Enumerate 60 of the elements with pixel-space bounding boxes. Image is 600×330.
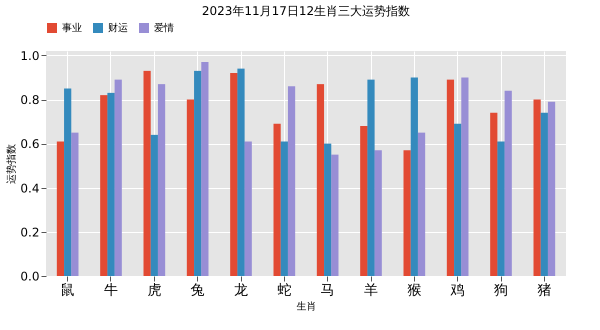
bar [534,100,541,276]
bar [288,86,296,276]
bar [360,126,368,276]
bar [461,77,468,276]
bar [144,70,151,276]
bar [107,92,115,276]
bar [446,80,454,276]
bar [367,80,375,276]
chart-title: 2023年11月17日12生肖三大运势指数 [202,4,410,18]
bar [504,90,512,276]
legend-label: 财运 [108,22,128,34]
x-tick-label: 猪 [537,282,552,298]
bar [237,68,245,276]
bar [274,124,281,276]
bar [100,95,108,276]
bar [418,132,426,276]
x-tick-label: 兔 [190,282,205,298]
bar [114,80,122,276]
bar [316,84,324,276]
y-tick-label: 0.2 [20,225,40,240]
bar [230,73,238,276]
bar [454,124,462,276]
bar [201,62,208,276]
bar [410,77,418,276]
bar [324,144,332,276]
x-tick-label: 猴 [407,282,422,298]
bar [244,141,252,276]
legend-label: 爱情 [154,22,174,34]
bar [548,102,556,276]
bar [280,141,288,276]
bar [331,154,338,276]
bar [186,100,194,276]
x-tick-label: 龙 [234,282,248,298]
bar [158,84,166,276]
bar [64,88,72,276]
y-tick-label: 0.4 [20,181,40,196]
bar [374,150,382,276]
x-tick-label: 蛇 [277,282,292,298]
x-tick-label: 狗 [494,282,508,298]
x-tick-label: 鸡 [450,282,465,298]
bar [71,132,78,276]
bar [56,141,64,276]
bar [540,112,548,276]
y-axis-title: 运势指数 [5,144,18,184]
bar [404,150,411,276]
legend-label: 事业 [62,22,82,34]
bar [497,141,505,276]
x-tick-label: 虎 [147,282,162,298]
bar [194,70,202,276]
bar [490,112,498,276]
y-tick-label: 0.6 [20,137,40,152]
x-tick-label: 牛 [104,282,118,298]
x-tick-label: 鼠 [60,282,75,298]
y-tick-label: 0.8 [20,93,40,108]
x-tick-label: 马 [320,282,335,298]
x-axis-title: 生肖 [296,300,316,312]
y-tick-label: 0.0 [20,270,40,284]
x-tick-label: 羊 [364,282,378,298]
bar [150,134,158,276]
y-tick-label: 1.0 [20,48,40,63]
